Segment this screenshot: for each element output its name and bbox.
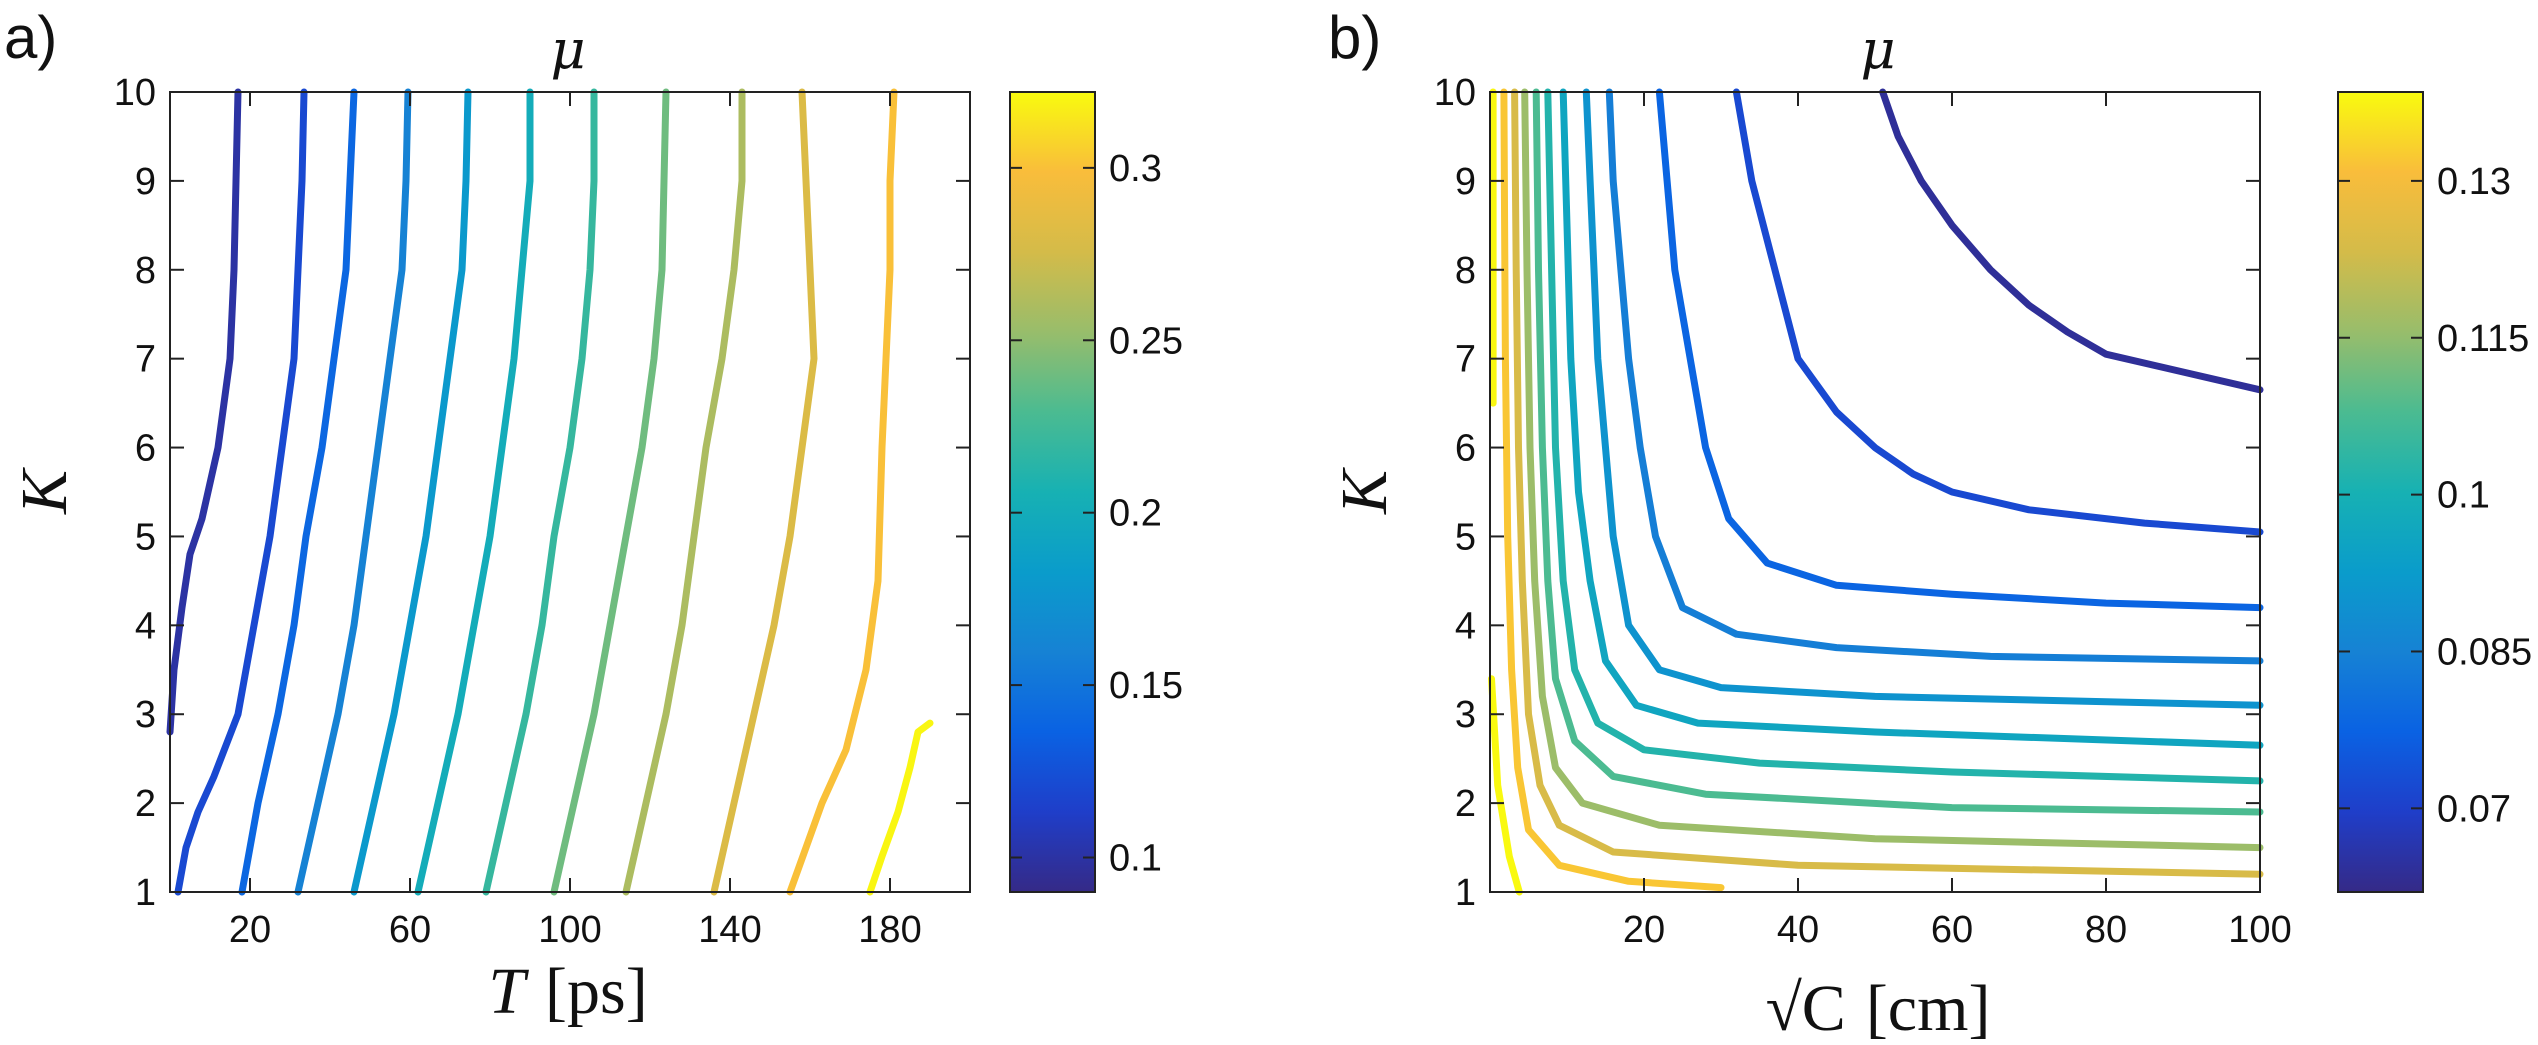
y-tick-label: 5 <box>1455 516 1476 558</box>
contour-line <box>350 88 472 896</box>
contour-line <box>174 88 308 896</box>
contour-line <box>710 88 818 896</box>
x-tick-label: 60 <box>1931 909 1973 951</box>
y-tick-label: 8 <box>135 250 156 292</box>
contour-line <box>1500 88 1725 892</box>
contour-line <box>1511 88 2264 878</box>
contour-line <box>238 88 358 896</box>
colorbar-tick-label: 0.25 <box>1109 320 1183 362</box>
y-axis-label-a: K <box>8 467 81 515</box>
x-tick-label: 140 <box>698 909 761 951</box>
y-tick-label: 4 <box>135 605 156 647</box>
colorbar-ticks-a: 0.1 0.15 0.2 0.25 0.3 <box>1010 148 1183 880</box>
x-ticks-a: 20 60 100 140 180 <box>229 92 922 951</box>
contour-line <box>866 719 934 896</box>
panel-a: a) μ 1 2 3 4 5 6 7 8 9 10 20 60 100 140 180 K T [ps] 0… <box>4 4 1183 1028</box>
colorbar-tick-label: 0.3 <box>1109 148 1162 190</box>
contour-line <box>1521 88 2264 852</box>
x-tick-label: 80 <box>2085 909 2127 951</box>
y-tick-label: 7 <box>135 339 156 381</box>
contour-line <box>1582 88 2264 709</box>
plot-frame-b <box>1489 91 2261 893</box>
contour-line <box>166 88 242 736</box>
y-axis-label-b: K <box>1328 467 1401 515</box>
x-axis-unit-a: [ps] <box>545 955 648 1028</box>
contour-line <box>1559 88 2264 749</box>
plot-title-a: μ <box>550 18 585 81</box>
y-tick-label: 9 <box>135 161 156 203</box>
plot-title-b: μ <box>1860 18 1895 81</box>
contour-line <box>1732 88 2264 536</box>
y-ticks-b: 1 2 3 4 5 6 7 8 9 10 <box>1434 72 2260 914</box>
colorbar-tick-label: 0.1 <box>2437 475 2490 517</box>
contour-line <box>1532 88 2264 816</box>
contour-line <box>1605 88 2264 665</box>
y-tick-label: 2 <box>135 783 156 825</box>
y-tick-label: 3 <box>135 694 156 736</box>
x-tick-label: 20 <box>229 909 271 951</box>
colorbar-tick-label: 0.1 <box>1109 838 1162 880</box>
x-tick-label: 40 <box>1777 909 1819 951</box>
panel-label-a: a) <box>4 4 57 71</box>
x-axis-var-a: T <box>488 955 529 1028</box>
contour-line <box>622 88 746 896</box>
contour-line <box>786 88 898 896</box>
y-tick-label: 3 <box>1455 694 1476 736</box>
x-tick-label: 20 <box>1623 909 1665 951</box>
y-tick-label: 1 <box>135 872 156 914</box>
contour-line <box>1488 675 1523 896</box>
colorbar-tick-label: 0.2 <box>1109 493 1162 535</box>
y-tick-label: 4 <box>1455 605 1476 647</box>
contour-line <box>1544 88 2264 785</box>
y-tick-label: 2 <box>1455 783 1476 825</box>
y-tick-label: 10 <box>1434 72 1476 114</box>
colorbar-tick-label: 0.07 <box>2437 788 2511 830</box>
plot-frame-a <box>169 91 971 893</box>
x-axis-var-b: √C <box>1766 972 1846 1045</box>
contour-line <box>482 88 598 896</box>
y-tick-label: 1 <box>1455 872 1476 914</box>
contour-line <box>550 88 670 896</box>
contour-line <box>1879 88 2264 394</box>
y-tick-label: 7 <box>1455 339 1476 381</box>
y-tick-label: 5 <box>135 516 156 558</box>
y-tick-label: 10 <box>114 72 156 114</box>
contour-lines-a <box>166 88 934 896</box>
contour-line <box>1655 88 2264 612</box>
y-tick-label: 9 <box>1455 161 1476 203</box>
x-axis-label-a: T [ps] <box>488 955 647 1028</box>
colorbar-b <box>2337 91 2424 893</box>
x-tick-label: 100 <box>538 909 601 951</box>
y-tick-label: 6 <box>1455 428 1476 470</box>
y-tick-label: 6 <box>135 428 156 470</box>
contour-lines-b <box>1488 88 2264 896</box>
x-tick-label: 100 <box>2228 909 2291 951</box>
contour-line <box>414 88 534 896</box>
colorbar-tick-label: 0.13 <box>2437 161 2511 203</box>
contour-line <box>294 88 412 896</box>
x-axis-unit-b: [cm] <box>1866 972 1991 1045</box>
colorbar-ticks-b: 0.07 0.085 0.1 0.115 0.13 <box>2338 161 2532 830</box>
colorbar-tick-label: 0.115 <box>2437 318 2529 360</box>
y-ticks-a: 1 2 3 4 5 6 7 8 9 10 <box>114 72 970 914</box>
panel-label-b: b) <box>1328 4 1381 71</box>
y-tick-label: 8 <box>1455 250 1476 292</box>
colorbar-tick-label: 0.085 <box>2437 631 2532 673</box>
x-tick-label: 60 <box>389 909 431 951</box>
colorbar-a <box>1009 91 1096 893</box>
colorbar-tick-label: 0.15 <box>1109 665 1183 707</box>
panel-b: b) μ 1 2 3 4 5 6 7 8 9 10 20 40 60 80 100 K √C [cm] 0.… <box>1328 4 2532 1045</box>
x-tick-label: 180 <box>858 909 921 951</box>
x-ticks-b: 20 40 60 80 100 <box>1623 92 2292 951</box>
x-axis-label-b: √C [cm] <box>1766 972 1991 1045</box>
